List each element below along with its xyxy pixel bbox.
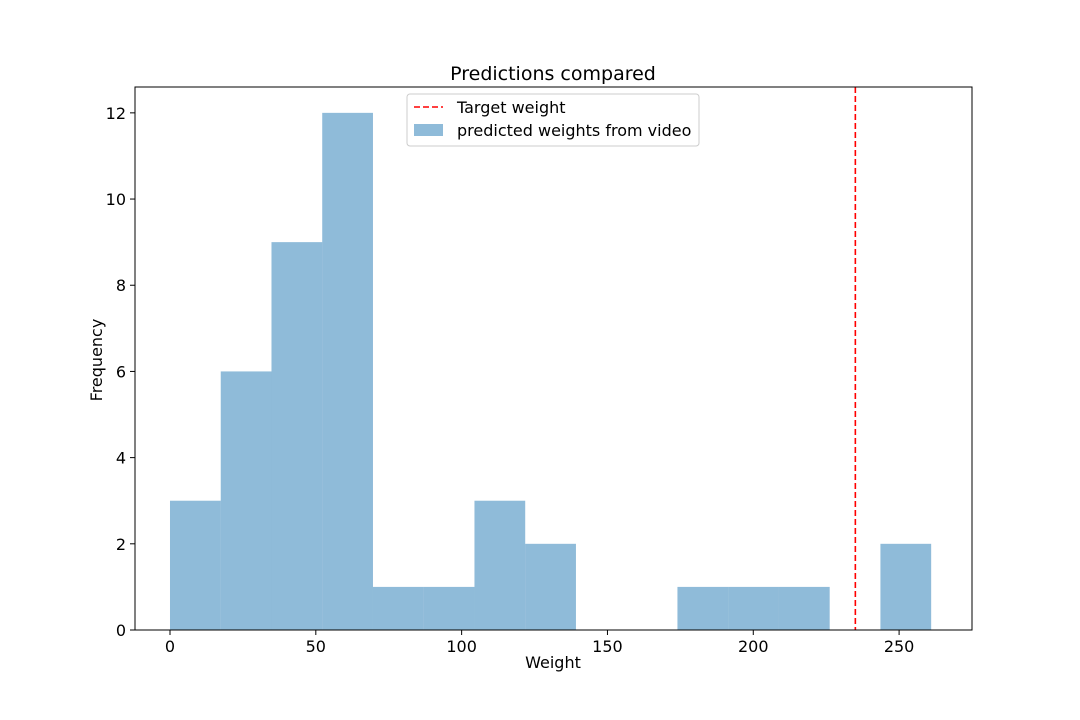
x-tick-label: 100 (446, 637, 477, 656)
legend-box (406, 93, 700, 147)
y-tick-label: 6 (116, 362, 126, 381)
histogram-bar (423, 586, 475, 630)
x-tick-label: 50 (306, 637, 326, 656)
histogram-bar (372, 586, 424, 630)
histogram-bar (677, 586, 729, 630)
histogram-bar (525, 543, 576, 630)
x-tick-label: 200 (738, 637, 769, 656)
histogram-bar (728, 586, 779, 630)
y-tick-label: 12 (106, 104, 126, 123)
legend-label-target: Target weight (456, 98, 566, 117)
y-tick-label: 10 (106, 190, 126, 209)
x-tick-label: 250 (884, 637, 915, 656)
legend: Target weight predicted weights from vid… (406, 93, 700, 147)
histogram-bar (474, 500, 526, 630)
histogram-bar (880, 543, 932, 630)
histogram-bar (778, 586, 830, 630)
histogram-bar (322, 112, 373, 631)
legend-patch-icon (414, 124, 443, 136)
histogram-bar (220, 371, 272, 630)
chart-title: Predictions compared (450, 63, 656, 85)
histogram-bar (169, 500, 221, 630)
y-axis-ticks: 0 2 4 6 8 10 12 (106, 104, 135, 640)
x-tick-label: 150 (592, 637, 623, 656)
x-axis-ticks: 0 50 100 150 200 250 (165, 630, 914, 656)
plot-frame (134, 86, 973, 631)
histogram-bar (271, 242, 323, 630)
y-tick-label: 2 (116, 535, 126, 554)
x-axis-label: Weight (525, 653, 581, 672)
legend-label-histogram: predicted weights from video (457, 121, 691, 140)
x-tick-label: 0 (165, 637, 175, 656)
histogram-bars (169, 112, 932, 631)
y-tick-label: 4 (116, 449, 126, 468)
y-axis-label: Frequency (87, 319, 106, 402)
y-tick-label: 0 (116, 621, 126, 640)
y-tick-label: 8 (116, 276, 126, 295)
